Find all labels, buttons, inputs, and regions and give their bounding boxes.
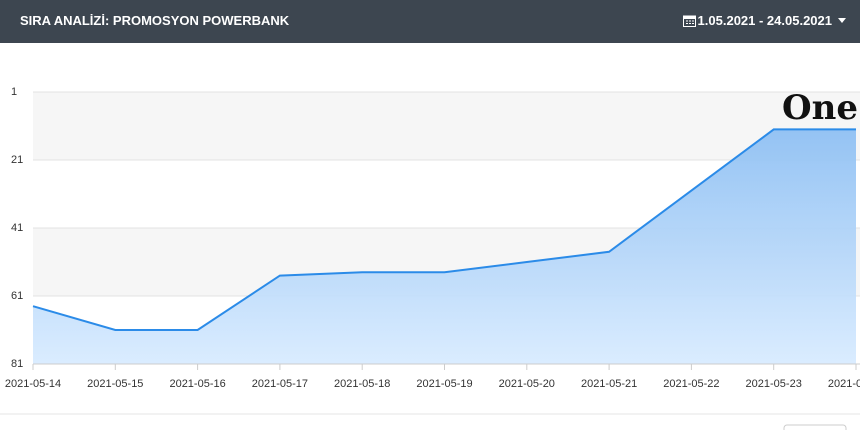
x-tick-label: 2021-05-21	[581, 378, 637, 390]
x-tick-label: 2021-05-20	[499, 378, 555, 390]
date-picker[interactable]: 1.05.2021 - 24.05.2021	[682, 13, 846, 28]
x-tick-label: 2021-05-15	[87, 378, 143, 390]
y-tick-label: 61	[11, 290, 23, 302]
calendar-icon	[682, 15, 696, 27]
x-tick-label: 2021-05-19	[416, 378, 472, 390]
x-tick-label: 2021-05-24	[828, 378, 860, 390]
x-tick-label: 2021-05-16	[169, 378, 225, 390]
y-tick-label: 81	[11, 358, 23, 370]
watermark: One	[782, 88, 858, 128]
header-title: SIRA ANALİZİ: PROMOSYON POWERBANK	[20, 13, 290, 28]
header: SIRA ANALİZİ: PROMOSYON POWERBANK 1.05.2…	[0, 0, 860, 43]
y-tick-label: 41	[11, 222, 23, 234]
caret	[838, 18, 846, 23]
line	[32, 128, 856, 331]
x-tick-label: 2021-05-23	[746, 378, 802, 390]
grid-band	[33, 92, 860, 160]
footer-button[interactable]	[783, 424, 847, 430]
x-tick-label: 2021-05-22	[663, 378, 719, 390]
x-tick-label: 2021-05-14	[5, 378, 61, 390]
date-range: 1.05.2021 - 24.05.2021	[697, 13, 832, 28]
y-tick-label: 1	[11, 86, 17, 98]
y-tick-label: 21	[11, 154, 23, 166]
area	[33, 129, 856, 364]
x-tick-label: 2021-05-17	[252, 378, 308, 390]
x-tick-label: 2021-05-18	[334, 378, 390, 390]
